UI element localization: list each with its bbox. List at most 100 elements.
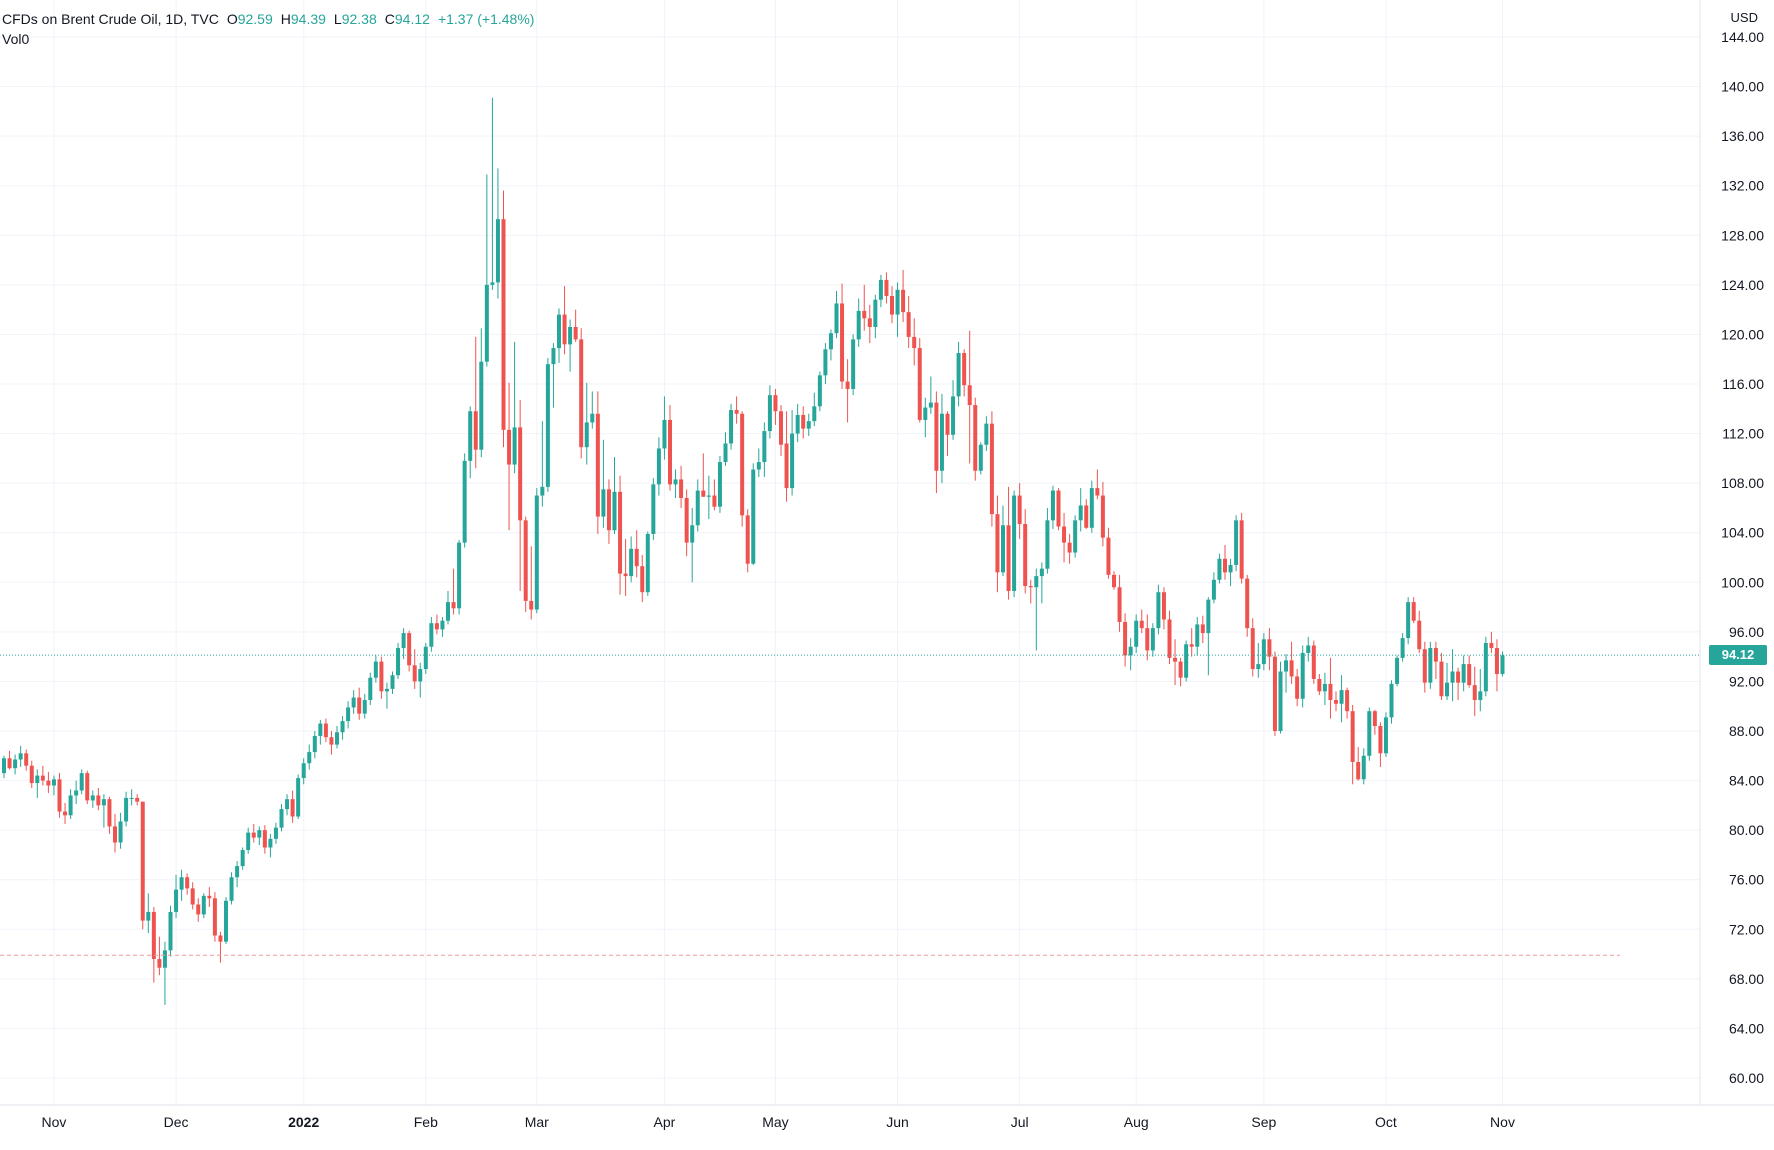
candle-body <box>1439 661 1444 697</box>
y-tick-label: 80.00 <box>1729 822 1764 838</box>
candle <box>1350 704 1355 785</box>
candle-body <box>68 795 73 816</box>
candle-body <box>734 410 739 414</box>
candle-body <box>1311 645 1316 679</box>
candle <box>224 897 228 945</box>
candle <box>507 382 512 531</box>
candle <box>884 272 889 304</box>
candle-body <box>540 486 545 496</box>
candle-body <box>1450 671 1455 683</box>
candle-body <box>1445 682 1449 697</box>
candle <box>346 701 351 729</box>
candle <box>901 269 906 323</box>
candle <box>1256 643 1261 678</box>
candle-body <box>1234 520 1239 565</box>
candle <box>806 413 811 437</box>
candle <box>1467 655 1472 688</box>
candle <box>1100 481 1105 547</box>
candle-body <box>479 361 484 450</box>
candle-body <box>229 877 234 901</box>
candle <box>895 282 900 337</box>
candle <box>1012 490 1017 598</box>
candle-body <box>207 895 212 899</box>
candle-body <box>484 284 489 362</box>
grid-lines <box>0 0 1700 1105</box>
candle-body <box>595 413 600 517</box>
candle-body <box>273 827 278 839</box>
candle <box>723 432 728 466</box>
candle <box>1439 652 1444 701</box>
candle <box>212 892 217 942</box>
candle-body <box>490 282 495 285</box>
candle-body <box>285 799 290 810</box>
candle <box>1306 636 1311 662</box>
x-tick-label: Sep <box>1251 1114 1276 1130</box>
candle <box>79 769 84 795</box>
candle <box>512 341 517 474</box>
y-tick-label: 64.00 <box>1729 1020 1764 1036</box>
candle <box>629 536 634 583</box>
candle <box>967 330 972 464</box>
candle-body <box>1128 646 1133 656</box>
candle-body <box>1478 691 1483 701</box>
candle <box>1056 488 1061 531</box>
candle-body <box>379 661 384 692</box>
candle-body <box>1389 683 1394 718</box>
candle-body <box>956 353 961 397</box>
candle <box>1161 587 1166 630</box>
candle <box>1217 553 1222 584</box>
candle-body <box>751 469 756 564</box>
candle-body <box>318 723 323 736</box>
currency-label[interactable]: USD <box>1730 10 1758 25</box>
candle-body <box>495 219 500 283</box>
candle <box>157 936 162 976</box>
candle <box>1456 667 1461 701</box>
candle <box>262 825 267 854</box>
symbol-title[interactable]: CFDs on Brent Crude Oil, 1D, TVC <box>2 11 219 27</box>
candle-body <box>1317 678 1322 692</box>
candle <box>1178 657 1183 687</box>
candle-body <box>645 533 650 593</box>
candle <box>912 318 917 366</box>
candle-body <box>1084 505 1089 528</box>
candle-body <box>412 665 417 682</box>
candle-body <box>1123 621 1128 656</box>
candle <box>978 442 983 475</box>
candle <box>1472 666 1477 717</box>
candle <box>1278 661 1283 734</box>
candle <box>1123 613 1128 667</box>
candle-body <box>712 495 717 507</box>
candle <box>1067 533 1072 564</box>
candle <box>601 439 606 528</box>
candle <box>63 802 68 824</box>
candle-body <box>323 723 328 738</box>
candle <box>790 410 795 496</box>
candle <box>845 359 850 423</box>
candle-body <box>1050 490 1055 521</box>
candle <box>1017 483 1022 539</box>
candle-body <box>362 700 367 714</box>
candle <box>357 687 362 720</box>
candle-body <box>118 821 123 843</box>
candle-body <box>962 353 967 386</box>
candle <box>1173 639 1178 686</box>
candle <box>1073 515 1078 558</box>
candle-body <box>656 448 661 485</box>
candle <box>984 416 989 451</box>
candle <box>1084 499 1089 529</box>
candle <box>1345 687 1350 719</box>
candle <box>201 893 206 919</box>
candle <box>146 893 151 934</box>
candle-body <box>423 646 428 670</box>
candle <box>162 941 167 1005</box>
x-tick-label: Nov <box>41 1114 66 1130</box>
candle-body <box>201 895 206 915</box>
candle <box>323 718 328 743</box>
volume-label[interactable]: Vol <box>2 31 22 47</box>
candle-body <box>251 832 256 838</box>
candle <box>873 294 878 339</box>
candle-body <box>429 623 434 647</box>
candle <box>1428 641 1433 689</box>
